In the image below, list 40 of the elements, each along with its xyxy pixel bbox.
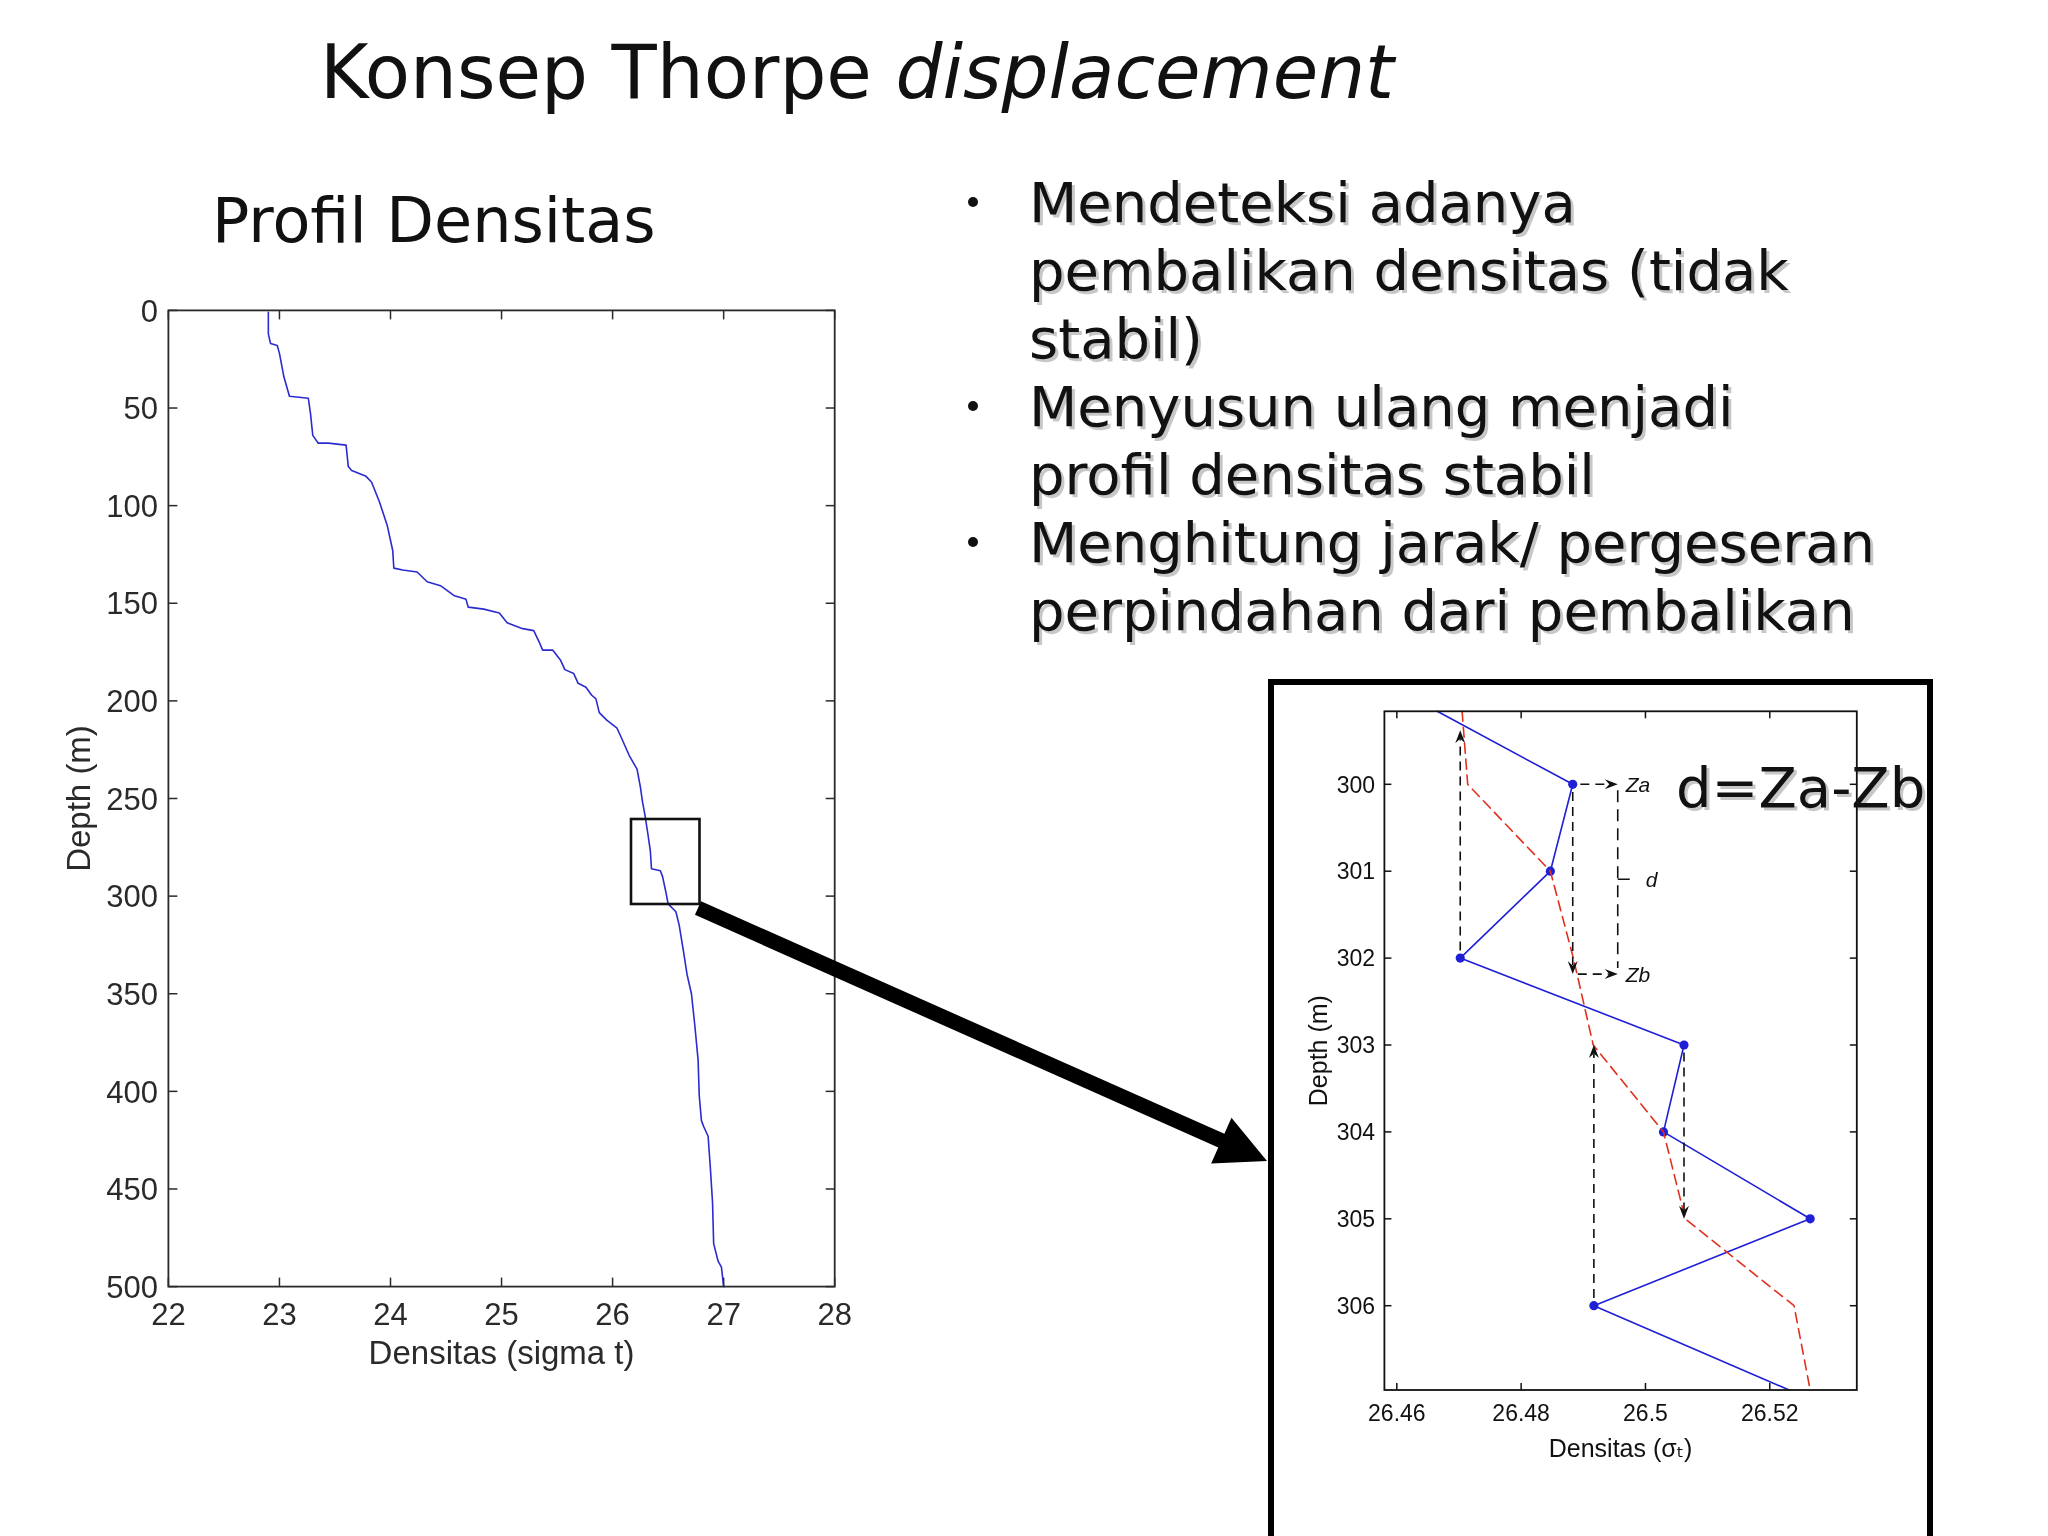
y-tick-label: 400 bbox=[106, 1074, 158, 1110]
x-tick-label: 26.48 bbox=[1492, 1400, 1550, 1426]
y-tick-label: 450 bbox=[106, 1172, 158, 1208]
x-tick-label: 26.5 bbox=[1623, 1400, 1668, 1426]
y-tick-label: 302 bbox=[1336, 945, 1375, 972]
x-tick-label: 25 bbox=[484, 1297, 519, 1332]
y-tick-label: 300 bbox=[1336, 771, 1375, 798]
x-axis-title: Densitas (σₜ) bbox=[1548, 1434, 1693, 1462]
y-tick-label: 200 bbox=[106, 684, 158, 720]
x-tick-label: 22 bbox=[151, 1297, 186, 1332]
x-tick-label: 26.52 bbox=[1741, 1400, 1799, 1426]
x-tick-label: 27 bbox=[706, 1297, 741, 1332]
y-tick-label: 300 bbox=[106, 879, 158, 915]
text: Mendeteksi adanya pembalikan densitas (tidak stabil) bbox=[1029, 170, 1790, 371]
x-tick-label: 26 bbox=[595, 1297, 630, 1332]
annotation: Za bbox=[1624, 772, 1651, 796]
y-tick-label: 350 bbox=[106, 976, 158, 1012]
chart-title: Konsep Thorpe displacement bbox=[320, 29, 1398, 115]
y-tick-label: 150 bbox=[106, 586, 158, 622]
annotation: d bbox=[1645, 867, 1659, 891]
y-tick-label: 303 bbox=[1336, 1032, 1375, 1059]
y-tick-label: 304 bbox=[1336, 1119, 1376, 1146]
text: Menghitung jarak/ pergeseran perpindahan dari pembalikan bbox=[1029, 510, 1875, 643]
x-tick-label: 26.46 bbox=[1368, 1400, 1426, 1426]
x-tick-label: 28 bbox=[817, 1297, 852, 1332]
y-tick-label: 100 bbox=[106, 488, 158, 524]
y-tick-label: 301 bbox=[1336, 858, 1375, 885]
y-tick-label: 306 bbox=[1336, 1292, 1375, 1319]
x-tick-label: 23 bbox=[262, 1297, 297, 1332]
chart-subtitle: Profil Densitas bbox=[212, 184, 656, 257]
x-tick-label: 24 bbox=[373, 1297, 408, 1332]
y-tick-label: 250 bbox=[106, 781, 158, 817]
text: Menyusun ulang menjadi profil densitas stabil bbox=[1029, 374, 1734, 507]
y-tick-label: 50 bbox=[123, 391, 158, 427]
y-tick-label: 305 bbox=[1336, 1206, 1375, 1233]
x-axis-title: Densitas (sigma t) bbox=[368, 1334, 635, 1371]
y-axis-title: Depth (m) bbox=[1304, 995, 1332, 1107]
annotation: Zb bbox=[1624, 962, 1651, 986]
y-axis-title: Depth (m) bbox=[59, 725, 97, 872]
y-tick-label: 0 bbox=[140, 293, 158, 329]
